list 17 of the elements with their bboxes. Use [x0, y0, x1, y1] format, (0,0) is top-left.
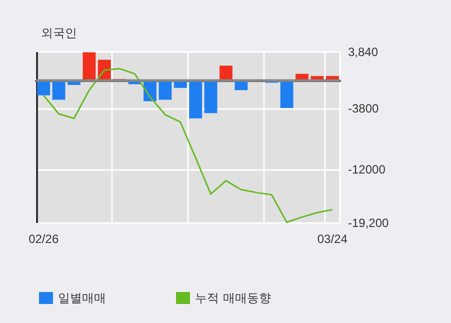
line-series: [42, 68, 334, 224]
legend-label: 일별매매: [58, 291, 106, 305]
bar: [280, 80, 294, 108]
legend-label: 누적 매매동향: [195, 291, 271, 305]
y-tick-label: -19,200: [348, 216, 390, 230]
bar: [82, 52, 96, 80]
y-tick-label: -12000: [348, 162, 386, 177]
y-tick-label: 3,840: [348, 45, 378, 59]
bar: [189, 80, 202, 118]
x-tick-label: 02/26: [28, 232, 59, 246]
bar: [158, 80, 172, 100]
chart-title: 외국인: [41, 26, 77, 40]
bar: [220, 66, 232, 80]
y-tick-label: -3800: [348, 102, 380, 116]
x-tick-label: 03/24: [317, 232, 348, 246]
bar: [52, 80, 66, 100]
bar: [204, 80, 218, 114]
